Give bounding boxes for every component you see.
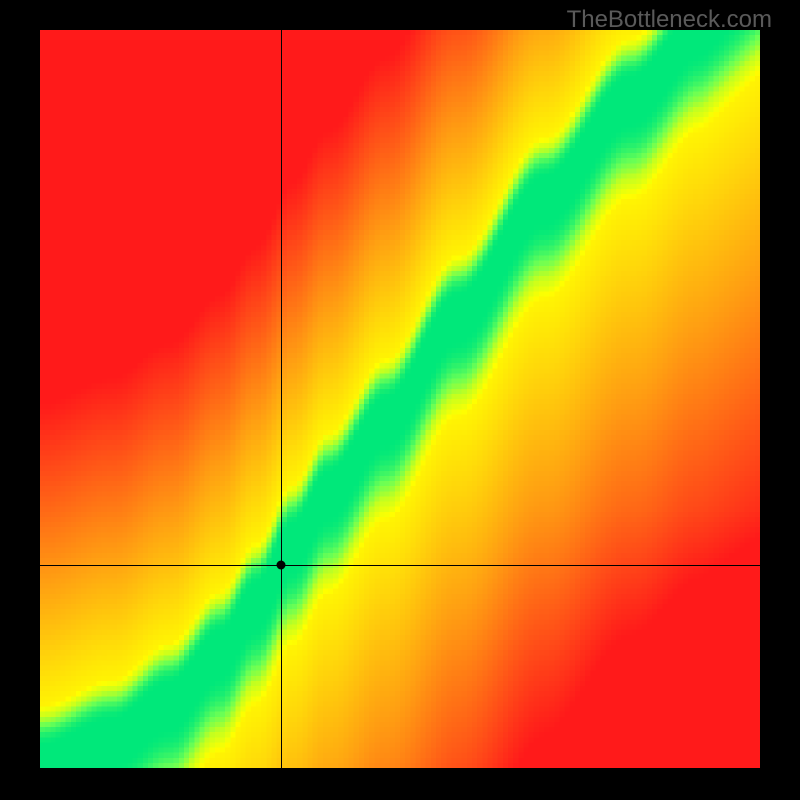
crosshair-horizontal <box>40 565 760 566</box>
crosshair-dot <box>277 561 286 570</box>
chart-container: TheBottleneck.com <box>0 0 800 800</box>
crosshair-vertical <box>281 30 282 768</box>
watermark-text: TheBottleneck.com <box>567 6 772 34</box>
bottleneck-heatmap <box>40 30 760 768</box>
